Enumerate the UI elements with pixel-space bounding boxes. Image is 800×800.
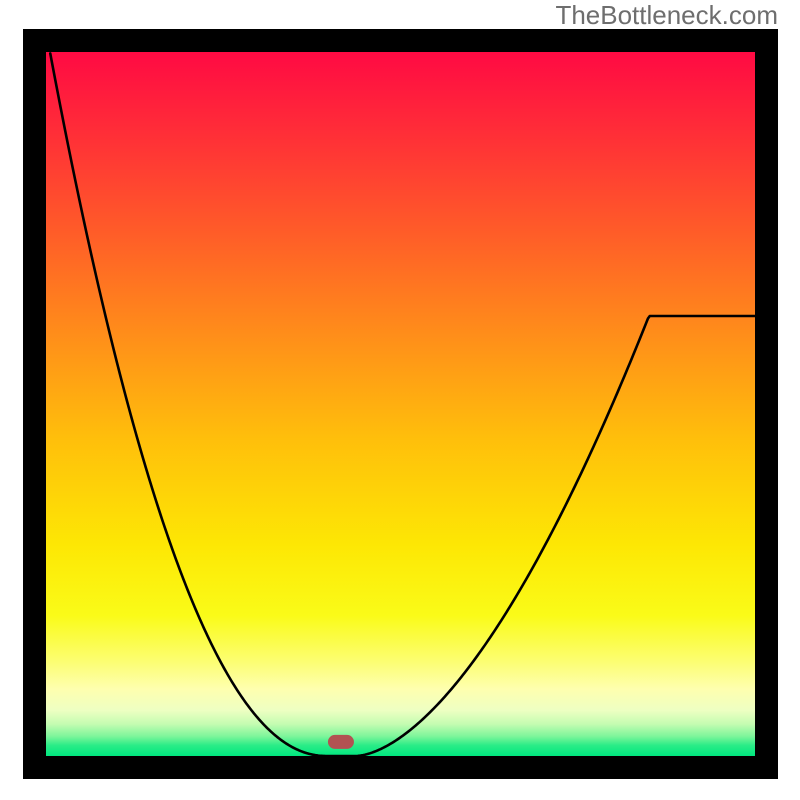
chart-svg: TheBottleneck.com xyxy=(0,0,800,800)
watermark-text: TheBottleneck.com xyxy=(555,0,778,30)
plot-background-gradient xyxy=(46,52,755,756)
optimal-point-marker xyxy=(328,735,354,749)
